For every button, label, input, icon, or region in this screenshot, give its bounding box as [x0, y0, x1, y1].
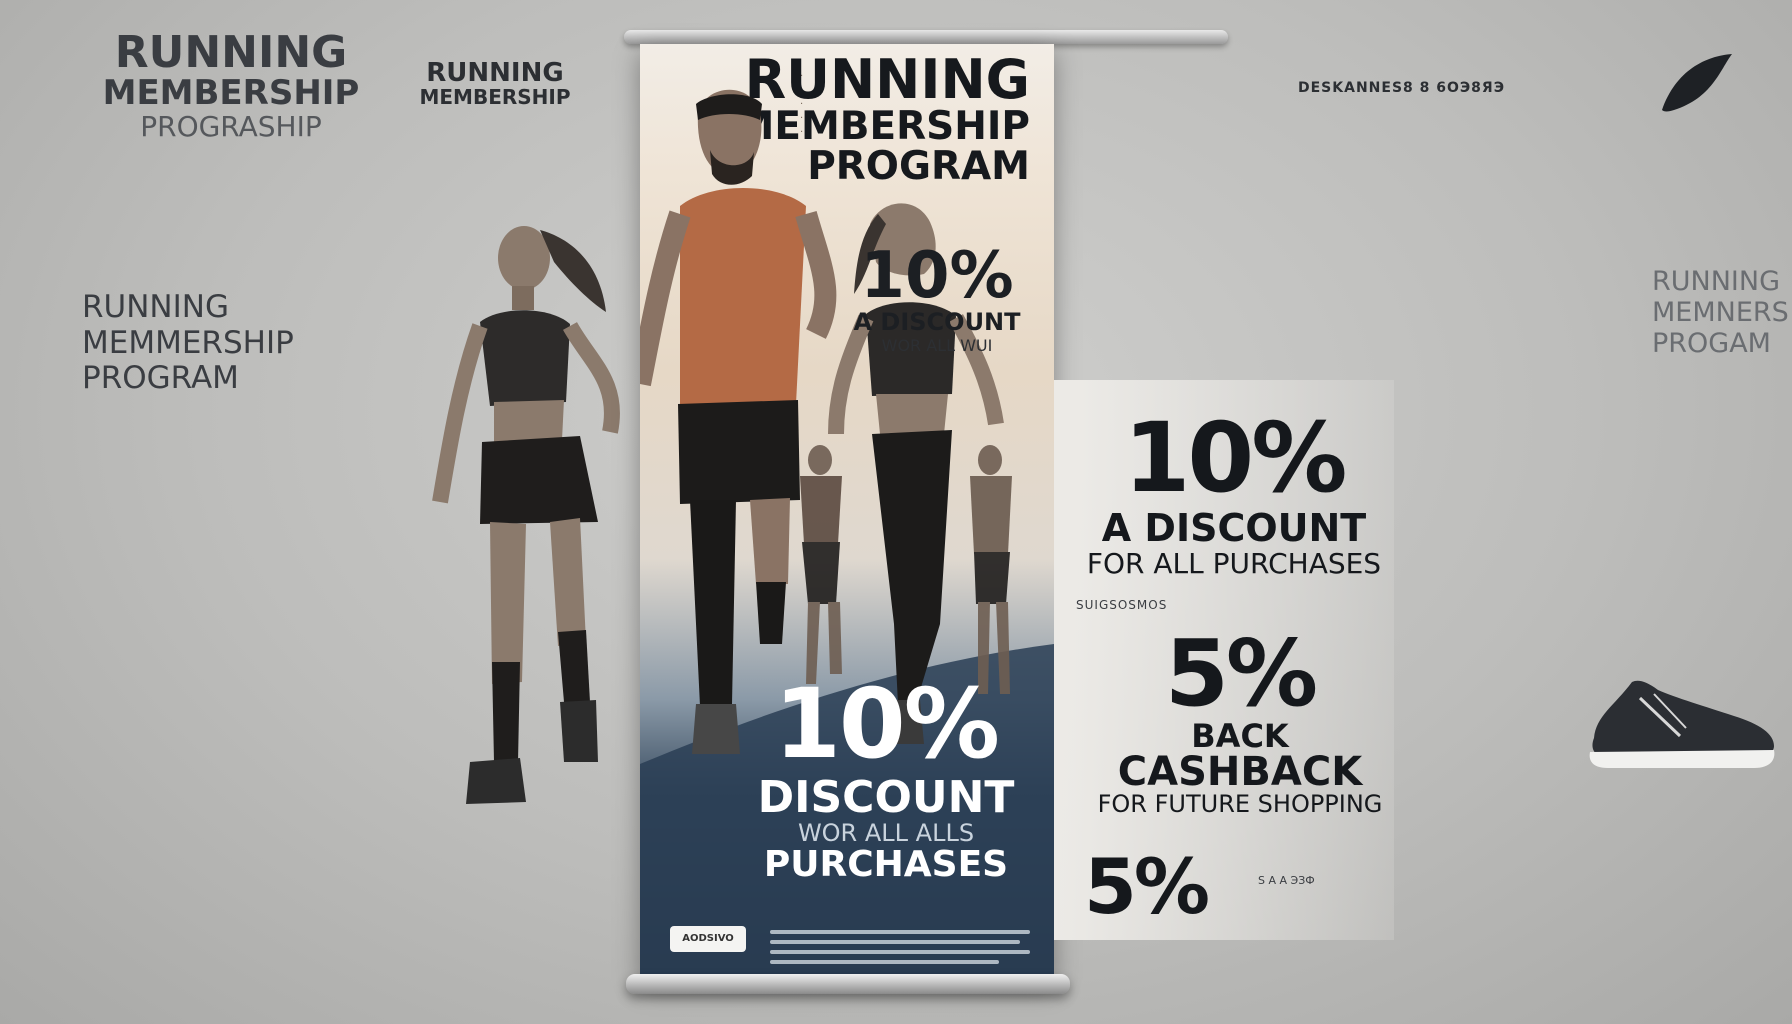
- leaf-logo-icon: [1662, 54, 1732, 112]
- banner-small-offer: 10% A DISCOUNT WOR ALL WUI: [842, 244, 1032, 355]
- wall-text-line: RUNNING: [426, 58, 564, 88]
- offer-2-percent: 5%: [1164, 620, 1318, 727]
- wall-text-line: PROGAM: [1652, 328, 1771, 360]
- offer-2-line0: BACK: [1191, 717, 1289, 755]
- wall-text-line: RUNNING: [1652, 266, 1780, 297]
- wall-text-line: RUNNING: [82, 289, 229, 325]
- offer-1-line2: FOR ALL PURCHASES: [1086, 546, 1382, 580]
- banner-small-offer-percent: 10%: [860, 239, 1014, 313]
- wall-text-left-middle: RUNNING MEMMERSHIP PROGRAM: [82, 289, 322, 397]
- banner-footer-fine-print: [770, 924, 1030, 970]
- wall-text-line: PROGRAM: [82, 360, 239, 397]
- offer-fine-print: SUIGSOSMOS: [1076, 598, 1168, 612]
- offer-3-percent: 5%: [1084, 842, 1210, 931]
- wall-text-right-faded: RUNNING MEMNERS PROGAM: [1652, 266, 1792, 359]
- banner-small-offer-line2: WOR ALL WUI: [881, 336, 993, 355]
- wall-text-left-large: RUNNING MEMBERSHIP PROGRASHIP: [96, 27, 366, 143]
- banner-bottom-bar: [626, 974, 1070, 994]
- wall-text-line: MEMMERSHIP: [82, 324, 294, 361]
- runner-woman-left: [432, 226, 620, 804]
- offer-cashback-5: 5% BACK CASHBACK FOR FUTURE SHOPPING: [1070, 620, 1410, 818]
- wall-text-line: MEMBERSHIP: [102, 73, 360, 114]
- banner-main-offer-line1: DISCOUNT: [757, 771, 1015, 823]
- banner-small-offer-line1: A DISCOUNT: [853, 308, 1021, 336]
- banner-main-offer-line3: PURCHASES: [763, 844, 1009, 886]
- offer-2-line1: CASHBACK: [1117, 749, 1363, 795]
- banner-title-line: PROGRAM: [807, 143, 1030, 189]
- banner-title-line: MEMBERSHIP: [735, 104, 1030, 150]
- offer-panel-backdrop: [1054, 380, 1394, 940]
- wall-text-line: MEMNERS: [1652, 297, 1789, 329]
- offer-1-percent: 10%: [1123, 402, 1348, 514]
- running-shoe-icon: [1589, 680, 1775, 768]
- offer-3-fine-print: S A A ЭЗФ: [1258, 874, 1315, 887]
- banner-main-offer: 10% DISCOUNT WOR ALL ALLS PURCHASES: [736, 674, 1036, 884]
- offer-discount-10: 10% A DISCOUNT FOR ALL PURCHASES: [1064, 408, 1404, 578]
- offer-1-line1: A DISCOUNT: [1101, 505, 1367, 550]
- banner-title-line: RUNNING: [744, 48, 1030, 111]
- banner-blue-swoop: [640, 644, 1054, 980]
- offer-2-line2: FOR FUTURE SHOPPING: [1097, 790, 1383, 818]
- wall-text-line: MEMBERSHIP: [419, 85, 571, 110]
- roll-up-banner: · · · · · RUNNING MEMBERSHIP PROGRAM: [640, 44, 1054, 980]
- banner-main-offer-line2: WOR ALL ALLS: [797, 818, 975, 847]
- banner-runners: [640, 89, 1012, 754]
- wall-text-left-small: RUNNING MEMBERSHIP: [410, 58, 580, 110]
- banner-decor-dots: · · · · ·: [800, 71, 804, 138]
- banner-main-offer-percent: 10%: [774, 668, 1000, 780]
- wall-text-right-code: DESKANNES8 8 6ОЭ8ЯЭ: [1298, 80, 1505, 96]
- banner-footer-badge: AODSIVO: [670, 926, 746, 952]
- wall-text-line: PROGRASHIP: [140, 109, 322, 143]
- banner-title: RUNNING MEMBERSHIP PROGRAM: [736, 52, 1030, 187]
- wall-text-line: RUNNING: [114, 27, 348, 78]
- banner-top-bar: [624, 30, 1228, 44]
